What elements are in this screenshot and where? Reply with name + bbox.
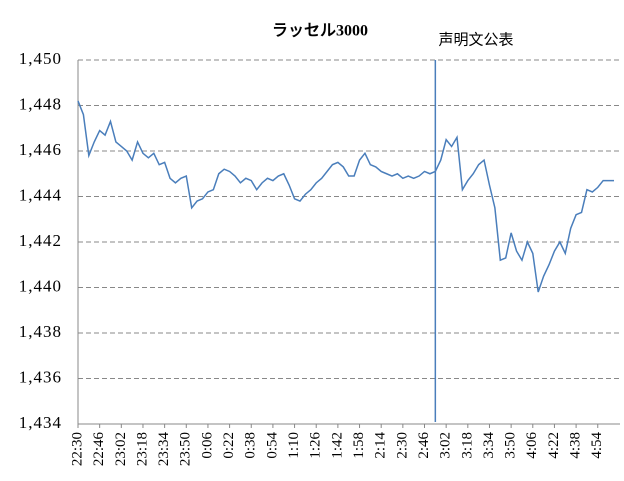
x-tick-label: 0:06 <box>199 432 215 459</box>
y-tick-label: 1,448 <box>19 94 62 113</box>
y-tick-label: 1,440 <box>19 276 62 295</box>
x-tick-label: 3:18 <box>459 432 475 459</box>
x-tick-label: 3:02 <box>438 432 454 459</box>
x-tick-label: 0:54 <box>264 432 280 459</box>
x-tick-label: 4:38 <box>568 432 584 459</box>
x-tick-label: 1:58 <box>351 432 367 459</box>
x-tick-label: 4:22 <box>546 432 562 459</box>
x-tick-label: 4:06 <box>524 432 540 459</box>
x-tick-label: 2:46 <box>416 432 432 459</box>
x-tick-label: 1:10 <box>286 432 302 459</box>
x-tick-label: 23:50 <box>178 432 194 466</box>
y-tick-label: 1,434 <box>19 413 62 432</box>
x-tick-label: 22:30 <box>69 432 85 466</box>
x-tick-label: 1:42 <box>329 432 345 459</box>
x-tick-label: 2:30 <box>394 432 410 459</box>
x-tick-label: 23:02 <box>113 432 129 466</box>
x-tick-label: 3:34 <box>481 432 497 459</box>
x-tick-label: 22:46 <box>91 432 107 467</box>
x-tick-label: 23:18 <box>134 432 150 466</box>
y-tick-label: 1,450 <box>19 49 62 68</box>
y-tick-label: 1,446 <box>19 140 62 159</box>
x-tick-label: 2:14 <box>373 432 389 459</box>
y-tick-label: 1,442 <box>19 231 62 250</box>
x-tick-label: 4:54 <box>589 432 605 459</box>
x-tick-label: 0:38 <box>243 432 259 459</box>
x-tick-label: 0:22 <box>221 432 237 459</box>
x-tick-label: 23:34 <box>156 432 172 467</box>
series-line <box>77 100 614 293</box>
y-tick-label: 1,436 <box>19 367 62 386</box>
y-tick-label: 1,438 <box>19 322 62 341</box>
annotation-label: 声明文公表 <box>438 30 513 48</box>
chart-title: ラッセル3000 <box>272 23 368 40</box>
y-tick-label: 1,444 <box>19 185 62 204</box>
x-tick-label: 1:26 <box>308 432 324 459</box>
x-tick-label: 3:50 <box>503 432 519 459</box>
